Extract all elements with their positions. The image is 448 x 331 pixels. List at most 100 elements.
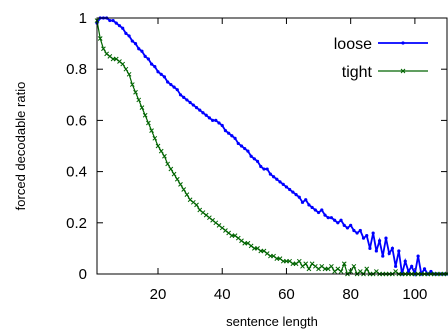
point-loose [284, 185, 289, 189]
point-loose [336, 221, 340, 225]
point-tight [306, 266, 312, 272]
plot-frame [96, 17, 448, 275]
point-loose [236, 141, 240, 146]
point-loose [114, 21, 118, 25]
point-loose [300, 200, 305, 204]
point-tight [338, 269, 344, 274]
point-loose [310, 205, 314, 210]
point-loose [182, 95, 186, 99]
point-loose [281, 182, 285, 186]
point-loose [377, 239, 382, 243]
x-tick-label: 20 [150, 286, 167, 303]
point-loose [422, 267, 427, 271]
point-loose [390, 246, 395, 250]
point-loose [210, 118, 215, 122]
point-loose [265, 167, 269, 171]
point-loose [137, 47, 141, 51]
point-loose [397, 249, 401, 253]
point-loose [255, 159, 260, 163]
point-loose [121, 26, 125, 30]
point-tight [123, 66, 129, 72]
point-loose [387, 251, 391, 256]
point-tight [171, 171, 177, 177]
point-loose [410, 264, 414, 268]
point-loose [307, 203, 311, 207]
point-loose [220, 123, 224, 128]
point-loose [268, 172, 272, 176]
point-loose [223, 129, 228, 133]
point-loose [130, 39, 134, 43]
point-loose [153, 65, 157, 69]
point-loose [252, 157, 256, 161]
point-loose [278, 180, 282, 184]
point-loose [406, 269, 411, 274]
point-loose [143, 54, 147, 59]
point-tight [303, 261, 309, 267]
point-loose [313, 208, 317, 212]
point-tight [97, 36, 103, 41]
point-loose [201, 111, 205, 115]
point-loose [259, 164, 263, 169]
x-tick-label: 80 [342, 286, 359, 303]
y-tick-label: 0.4 [66, 164, 87, 181]
point-loose [374, 249, 378, 253]
point-loose [316, 210, 321, 215]
point-tight [351, 263, 357, 269]
x-axis-label: sentence length [226, 314, 318, 329]
point-loose [108, 18, 112, 23]
point-tight [139, 105, 145, 110]
point-loose [178, 93, 183, 97]
point-tight [174, 176, 180, 182]
point-tight [194, 202, 199, 208]
point-loose [355, 231, 359, 235]
point-tight [120, 61, 126, 67]
point-tight [142, 112, 148, 118]
point-loose [194, 106, 199, 110]
point-loose [365, 234, 369, 238]
point-loose [272, 175, 276, 179]
y-tick-label: 0.2 [66, 215, 87, 232]
point-loose [239, 144, 244, 148]
point-loose [188, 100, 192, 105]
point-tight [146, 120, 151, 126]
point-loose [349, 223, 353, 227]
point-loose [333, 218, 337, 222]
point-loose [233, 136, 237, 140]
point-loose [304, 198, 308, 202]
point-loose [429, 269, 433, 274]
point-loose [342, 223, 346, 227]
point-loose [294, 193, 298, 197]
legend-label-loose: loose [334, 36, 372, 53]
point-tight [165, 161, 170, 167]
point-loose [320, 208, 324, 212]
x-tick-label: 60 [278, 286, 295, 303]
point-loose [111, 18, 115, 23]
point-loose [323, 213, 327, 217]
y-tick-label: 0 [79, 266, 87, 283]
point-loose [198, 108, 202, 112]
point-loose [371, 231, 375, 235]
point-loose [297, 195, 301, 199]
point-tight [184, 192, 190, 197]
y-tick-label: 0.6 [66, 112, 87, 129]
point-loose [275, 177, 279, 181]
point-tight [296, 258, 302, 264]
series-tight [94, 18, 448, 277]
point-loose [394, 264, 398, 268]
point-tight [364, 266, 370, 272]
point-loose [361, 236, 366, 240]
point-loose [214, 118, 218, 122]
point-tight [101, 46, 106, 52]
point-tight [133, 89, 138, 95]
y-tick-label: 0.8 [66, 61, 87, 78]
point-loose [246, 149, 250, 153]
point-loose [230, 134, 234, 138]
point-loose [326, 216, 330, 220]
point-loose [149, 62, 154, 66]
point-loose [249, 154, 253, 158]
point-loose [166, 80, 170, 84]
point-loose [159, 72, 163, 76]
point-loose [162, 75, 167, 79]
point-tight [168, 166, 174, 172]
